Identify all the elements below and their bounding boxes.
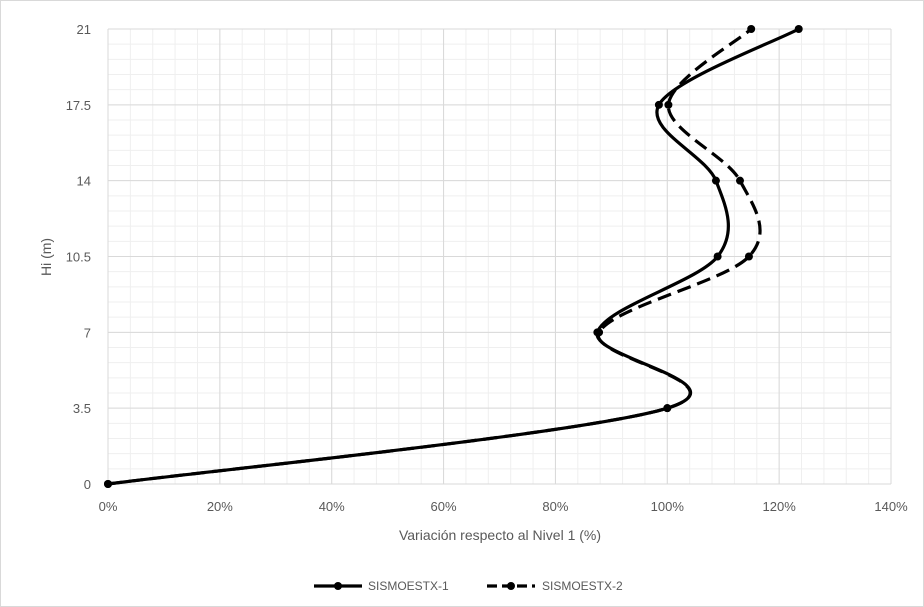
y-tick-label: 21: [77, 22, 91, 37]
legend-item: SISMOESTX-2: [487, 579, 623, 593]
x-tick-label: 100%: [651, 499, 685, 514]
data-point: [654, 100, 663, 109]
grid: [107, 28, 892, 485]
y-tick-label: 0: [84, 477, 91, 492]
x-tick-label: 140%: [874, 499, 908, 514]
y-tick-label: 3.5: [73, 401, 91, 416]
data-point: [711, 176, 720, 185]
legend-label: SISMOESTX-2: [542, 579, 623, 593]
data-point: [744, 252, 753, 261]
legend: SISMOESTX-1 SISMOESTX-2: [314, 579, 623, 593]
x-tick-label: 20%: [207, 499, 233, 514]
x-tick-label: 0%: [99, 499, 118, 514]
legend-label: SISMOESTX-1: [368, 579, 449, 593]
series-layer: [104, 25, 803, 488]
series-line: [107, 27, 800, 486]
data-point: [663, 404, 672, 413]
data-point: [747, 25, 756, 33]
y-tick-label: 14: [77, 174, 91, 189]
data-point: [794, 25, 803, 33]
y-axis-title: Hi (m): [38, 238, 54, 276]
x-tick-label: 60%: [431, 499, 457, 514]
y-tick-label: 10.5: [66, 250, 91, 265]
x-tick-label: 80%: [542, 499, 568, 514]
x-axis-title: Variación respecto al Nivel 1 (%): [399, 527, 601, 543]
y-tick-label: 17.5: [66, 98, 91, 113]
legend-marker: [507, 582, 515, 590]
data-point: [593, 328, 602, 337]
legend-item: SISMOESTX-1: [314, 579, 449, 593]
x-tick-label: 120%: [763, 499, 797, 514]
series-sismoestx-1: [104, 25, 803, 488]
legend-marker: [334, 582, 342, 590]
data-point: [104, 480, 112, 488]
data-point: [664, 100, 673, 109]
data-point: [735, 176, 744, 185]
axes: 0% 20% 40% 60% 80% 100% 120% 140% 0 3.5 7 10.5 14 17.…: [66, 22, 908, 514]
data-point: [713, 252, 722, 261]
x-tick-label: 40%: [319, 499, 345, 514]
y-tick-label: 7: [84, 325, 91, 340]
